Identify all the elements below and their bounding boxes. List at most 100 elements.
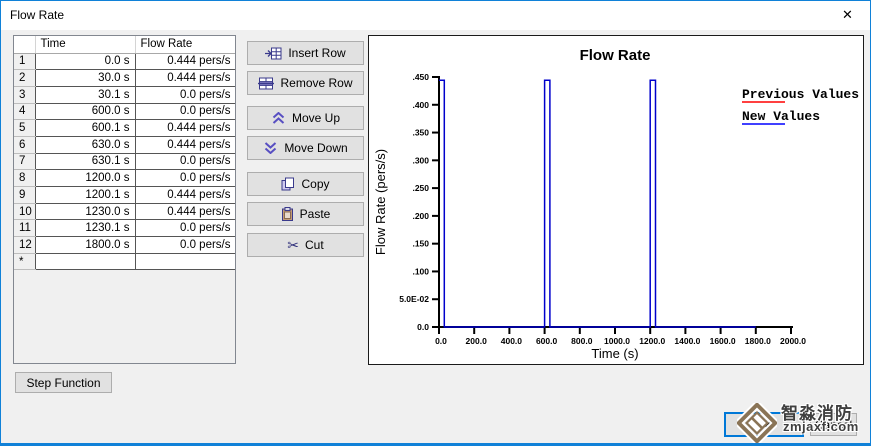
series-new-values [439, 79, 756, 328]
remove-row-icon [258, 77, 275, 90]
row-header[interactable]: 3 [14, 86, 36, 104]
table-row: 5 600.1 s 0.444 pers/s [14, 119, 235, 137]
move-up-button[interactable]: Move Up [247, 106, 364, 130]
table-row: 6 630.0 s 0.444 pers/s [14, 136, 235, 154]
time-cell[interactable]: 1230.0 s [35, 203, 136, 221]
time-cell[interactable]: 1800.0 s [35, 236, 136, 254]
row-header[interactable]: * [14, 253, 36, 271]
row-header[interactable]: 11 [14, 219, 36, 238]
flow-rate-cell[interactable]: 0.0 pers/s [135, 153, 235, 171]
flow-rate-cell[interactable]: 0.444 pers/s [135, 119, 235, 137]
x-tick-label: 1800.0 [745, 336, 771, 346]
title-bar: Flow Rate ✕ [1, 1, 870, 30]
column-header-flow-rate[interactable]: Flow Rate [135, 36, 235, 54]
x-tick-label: 400.0 [501, 336, 523, 346]
time-cell[interactable]: 600.1 s [35, 119, 136, 137]
dialog-title: Flow Rate [10, 8, 65, 22]
flow-rate-table[interactable]: Time Flow Rate 1 0.0 s 0.444 pers/s 2 30.0 s… [13, 35, 236, 364]
column-header-time[interactable]: Time [35, 36, 136, 54]
time-cell[interactable]: 1200.1 s [35, 186, 136, 204]
flow-rate-cell[interactable]: 0.444 pers/s [135, 69, 235, 87]
y-tick-label: .250 [412, 183, 429, 193]
flow-rate-cell[interactable]: 0.444 pers/s [135, 203, 235, 221]
flow-rate-cell[interactable] [135, 253, 235, 271]
y-tick-label: .200 [412, 211, 429, 221]
copy-button[interactable]: Copy [247, 172, 364, 196]
row-header[interactable]: 2 [14, 69, 36, 87]
x-tick-label: 1200.0 [639, 336, 665, 346]
time-cell[interactable] [35, 253, 136, 271]
cancel-button[interactable]: Cancel [810, 413, 857, 436]
x-tick-label: 1400.0 [674, 336, 700, 346]
flow-rate-cell[interactable]: 0.0 pers/s [135, 169, 235, 187]
y-tick-label: 0.0 [417, 322, 429, 332]
move-up-icon [271, 112, 286, 124]
time-cell[interactable]: 600.0 s [35, 103, 136, 121]
paste-icon [281, 207, 294, 221]
table-row: 2 30.0 s 0.444 pers/s [14, 69, 235, 87]
row-header[interactable]: 4 [14, 103, 36, 121]
x-tick-label: 200.0 [466, 336, 488, 346]
flow-rate-chart: 0.0 5.0E-02 .100 .150 .200 .250 .300 .350 .400 .4… [368, 35, 864, 365]
row-header[interactable]: 12 [14, 236, 36, 254]
insert-row-button[interactable]: Insert Row [247, 41, 364, 65]
table-row: 9 1200.1 s 0.444 pers/s [14, 186, 235, 204]
flow-rate-cell[interactable]: 0.444 pers/s [135, 136, 235, 154]
close-button[interactable]: ✕ [825, 1, 870, 29]
y-tick-label: 5.0E-02 [399, 294, 429, 304]
flow-rate-cell[interactable]: 0.0 pers/s [135, 86, 235, 104]
table-row: 3 30.1 s 0.0 pers/s [14, 86, 235, 104]
row-header[interactable]: 9 [14, 186, 36, 204]
step-function-button[interactable]: Step Function [15, 372, 112, 393]
time-cell[interactable]: 1230.1 s [35, 219, 136, 238]
x-tick-label: 2000.0 [780, 336, 806, 346]
row-header[interactable]: 10 [14, 203, 36, 221]
row-header[interactable]: 7 [14, 153, 36, 171]
x-tick-label: 600.0 [536, 336, 558, 346]
ok-button[interactable]: OK [724, 412, 804, 437]
chart-ylabel: Flow Rate (pers/s) [373, 149, 388, 255]
remove-row-button[interactable]: Remove Row [247, 71, 364, 95]
row-header[interactable]: 5 [14, 119, 36, 137]
x-tick-label: 1600.0 [710, 336, 736, 346]
flow-rate-cell[interactable]: 0.444 pers/s [135, 53, 235, 71]
table-row: 1 0.0 s 0.444 pers/s [14, 53, 235, 71]
time-cell[interactable]: 1200.0 s [35, 169, 136, 187]
close-icon: ✕ [842, 7, 853, 22]
flow-rate-cell[interactable]: 0.0 pers/s [135, 236, 235, 254]
x-tick-label: 1000.0 [604, 336, 630, 346]
row-header[interactable]: 8 [14, 169, 36, 187]
cut-icon: ✂ [287, 237, 300, 253]
table-row: 4 600.0 s 0.0 pers/s [14, 103, 235, 121]
paste-button[interactable]: Paste [247, 202, 364, 226]
table-row: * [14, 253, 235, 271]
x-tick-label: 800.0 [571, 336, 593, 346]
table-row: 11 1230.1 s 0.0 pers/s [14, 219, 235, 238]
time-cell[interactable]: 30.0 s [35, 69, 136, 87]
y-tick-label: .150 [412, 239, 429, 249]
y-tick-label: .350 [412, 128, 429, 138]
time-cell[interactable]: 630.0 s [35, 136, 136, 154]
time-cell[interactable]: 0.0 s [35, 53, 136, 71]
table-row: 8 1200.0 s 0.0 pers/s [14, 169, 235, 187]
legend-label: New Values [742, 109, 820, 124]
flow-rate-cell[interactable]: 0.0 pers/s [135, 103, 235, 121]
row-header[interactable]: 1 [14, 53, 36, 71]
move-down-icon [263, 142, 278, 154]
cut-button[interactable]: ✂ Cut [247, 233, 364, 257]
flow-rate-cell[interactable]: 0.0 pers/s [135, 219, 235, 238]
table-header-row: Time Flow Rate [14, 36, 235, 54]
time-cell[interactable]: 630.1 s [35, 153, 136, 171]
insert-row-icon [265, 47, 282, 60]
y-tick-label: .100 [412, 266, 429, 276]
y-tick-label: .450 [412, 72, 429, 82]
table-row: 7 630.1 s 0.0 pers/s [14, 153, 235, 171]
chart-title: Flow Rate [580, 47, 651, 64]
flow-rate-cell[interactable]: 0.444 pers/s [135, 186, 235, 204]
row-header[interactable]: 6 [14, 136, 36, 154]
table-row: 12 1800.0 s 0.0 pers/s [14, 236, 235, 254]
time-cell[interactable]: 30.1 s [35, 86, 136, 104]
move-down-button[interactable]: Move Down [247, 136, 364, 160]
y-tick-label: .400 [412, 100, 429, 110]
